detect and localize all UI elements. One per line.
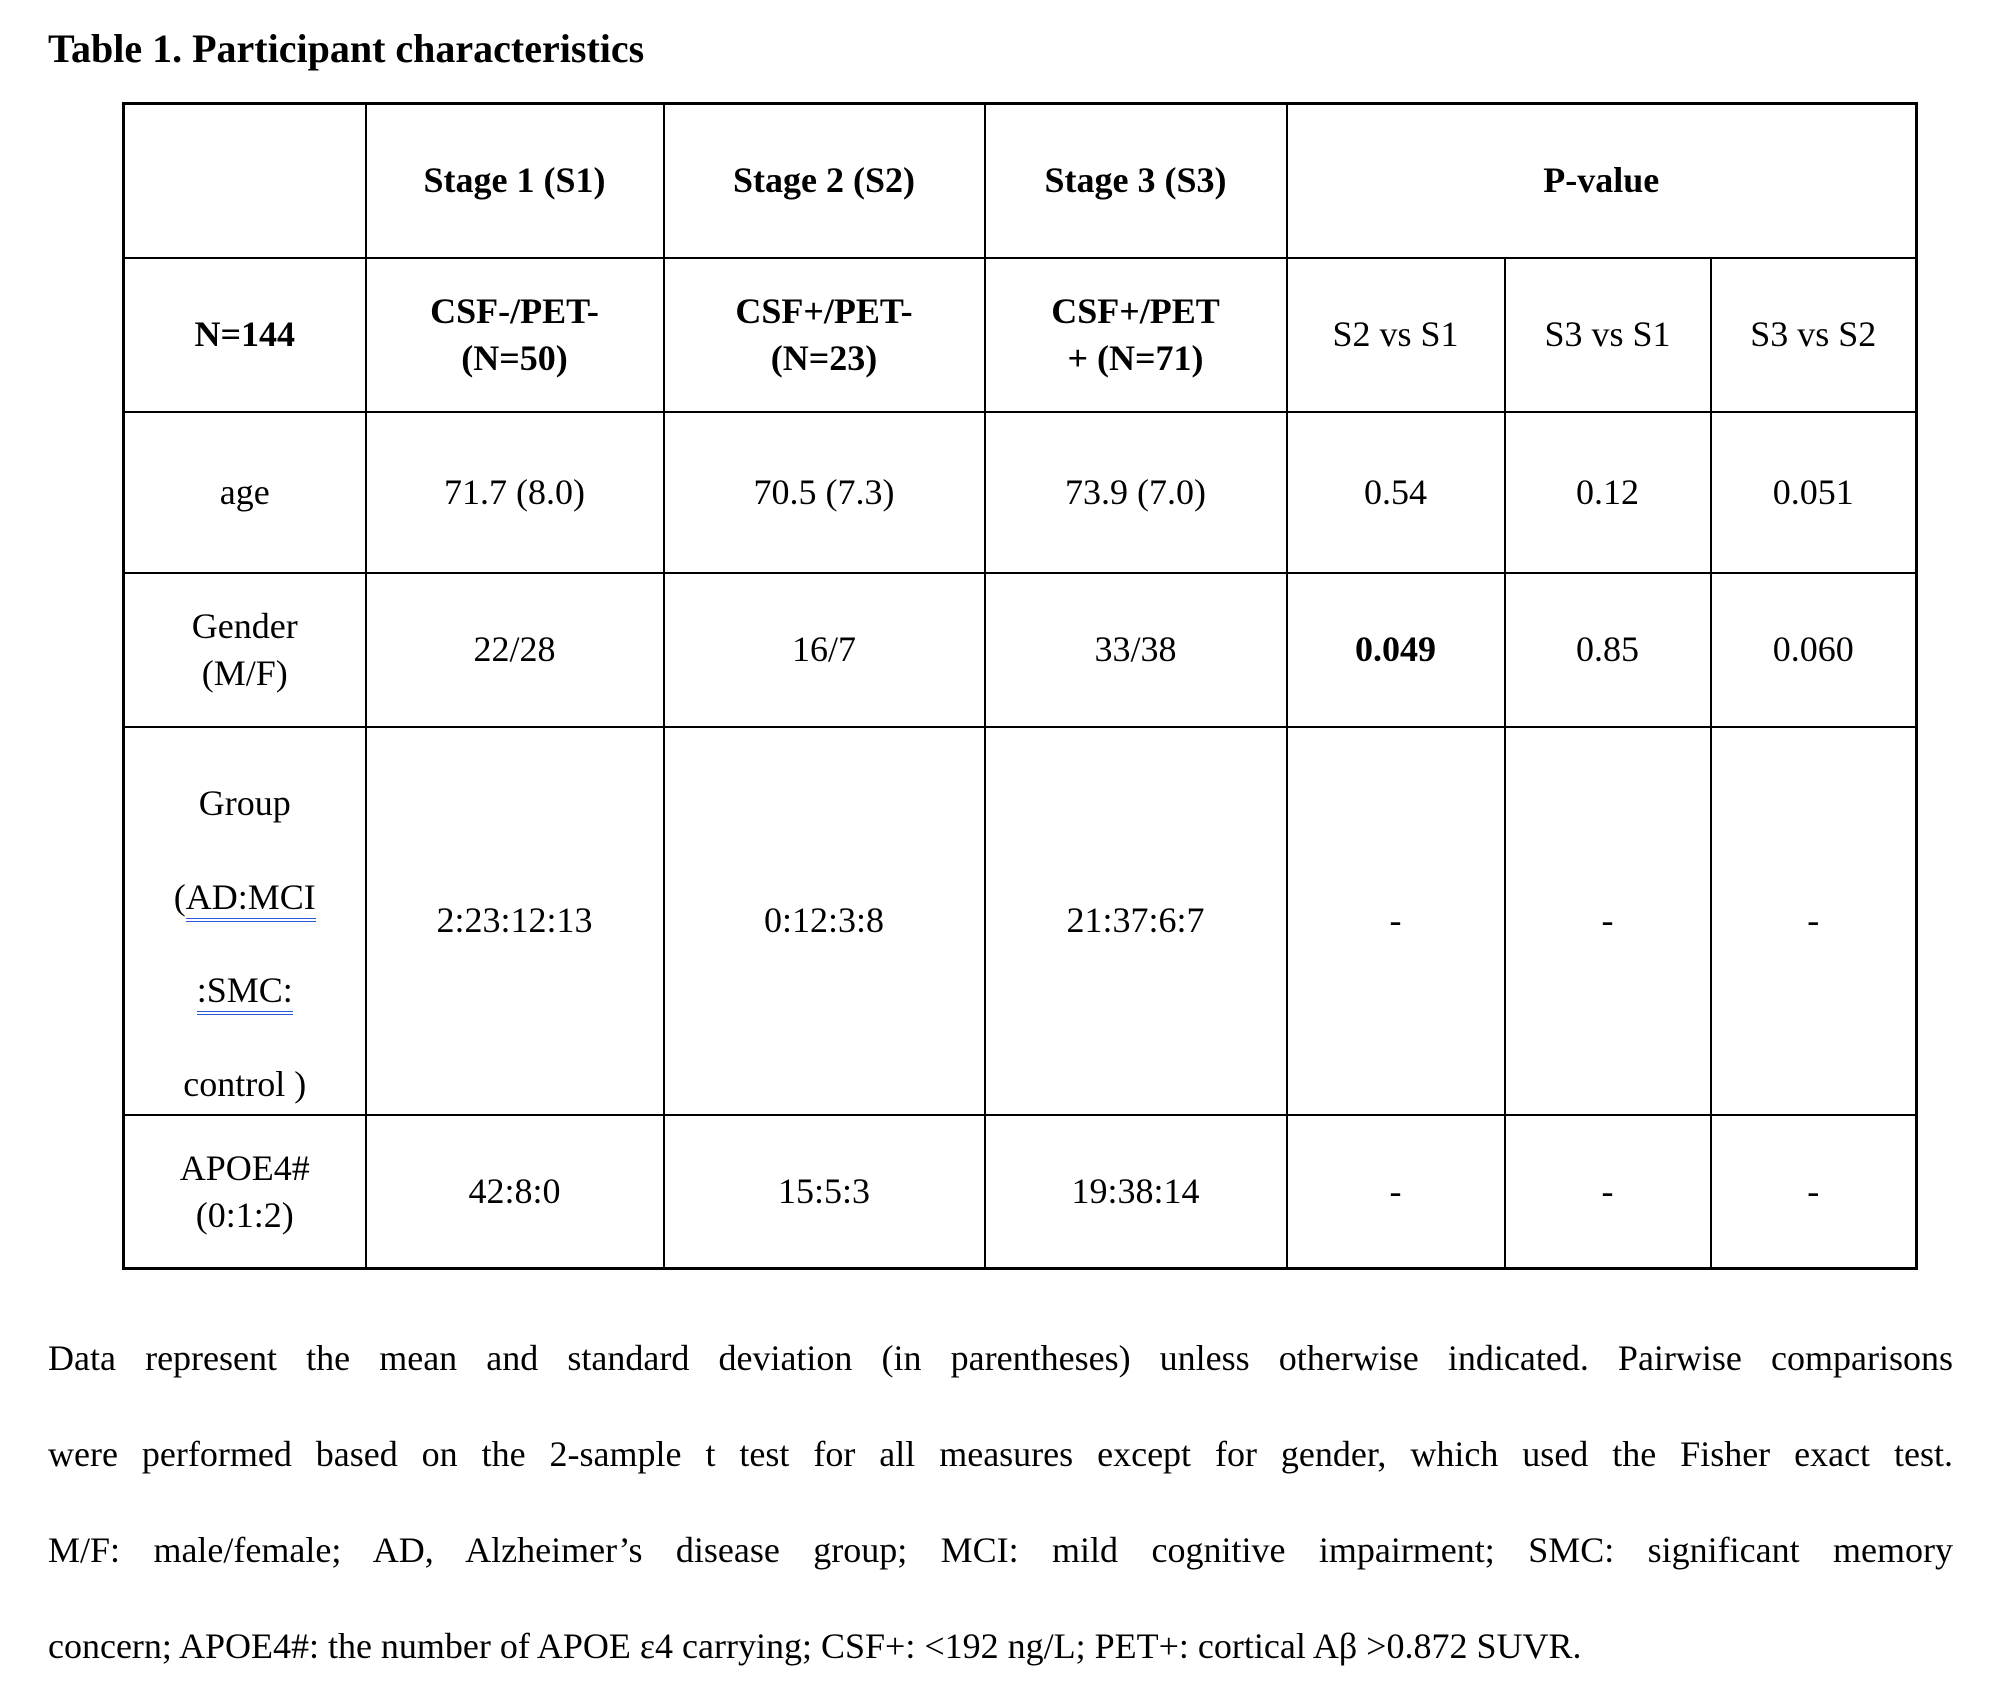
header-stage3: Stage 3 (S3) xyxy=(983,102,1288,259)
header-row-stages: Stage 1 (S1) Stage 2 (S2) Stage 3 (S3) P… xyxy=(122,102,1918,259)
subheader-csf-stage1: CSF-/PET- (N=50) xyxy=(364,256,665,413)
table-row-age: age 71.7 (8.0) 70.5 (7.3) 73.9 (7.0) 0.5… xyxy=(122,410,1918,574)
cell-apoe4-s3: 19:38:14 xyxy=(983,1113,1288,1270)
footnote-line-1: Data represent the mean and standard dev… xyxy=(48,1338,1953,1379)
cell-age-s3: 73.9 (7.0) xyxy=(983,410,1288,574)
participant-characteristics-table: Stage 1 (S1) Stage 2 (S2) Stage 3 (S3) P… xyxy=(122,102,1919,1271)
cell-age-p-s2s1: 0.54 xyxy=(1285,410,1506,574)
subheader-s2-vs-s1: S2 vs S1 xyxy=(1285,256,1506,413)
cell-apoe4-p-s3s1: - xyxy=(1503,1113,1712,1270)
cell-age-p-s3s2: 0.051 xyxy=(1709,410,1918,574)
table-row-group: Group (AD:MCI :SMC: control ) 2:23:12:13… xyxy=(122,725,1918,1116)
header-pvalue: P-value xyxy=(1285,102,1918,259)
header-stage2: Stage 2 (S2) xyxy=(662,102,986,259)
cell-group-s1: 2:23:12:13 xyxy=(364,725,665,1116)
cell-gender-s2: 16/7 xyxy=(662,571,986,728)
cell-gender-s3: 33/38 xyxy=(983,571,1288,728)
cell-age-s2: 70.5 (7.3) xyxy=(662,410,986,574)
group-label-open-paren: ( xyxy=(173,876,186,917)
group-label-control: control ) xyxy=(183,1064,307,1105)
table-row-apoe4: APOE4# (0:1:2) 42:8:0 15:5:3 19:38:14 - … xyxy=(122,1113,1918,1270)
header-stage1: Stage 1 (S1) xyxy=(364,102,665,259)
cell-age-s1: 71.7 (8.0) xyxy=(364,410,665,574)
cell-gender-p-s3s1: 0.85 xyxy=(1503,571,1712,728)
cell-group-s2: 0:12:3:8 xyxy=(662,725,986,1116)
corner-blank-cell xyxy=(122,102,367,259)
footnote-line-3: M/F: male/female; AD, Alzheimer’s diseas… xyxy=(48,1530,1953,1571)
group-label-smc-underlined: :SMC: xyxy=(196,970,293,1016)
subheader-csf-stage3: CSF+/PET + (N=71) xyxy=(983,256,1288,413)
row-label-gender: Gender (M/F) xyxy=(122,571,367,728)
footnote-line-2: were performed based on the 2-sample t t… xyxy=(48,1434,1953,1475)
table-footnote: Data represent the mean and standard dev… xyxy=(48,1310,1953,1694)
subheader-s3-vs-s1: S3 vs S1 xyxy=(1503,256,1712,413)
cell-apoe4-s2: 15:5:3 xyxy=(662,1113,986,1270)
cell-group-p-s3s2: - xyxy=(1709,725,1918,1116)
row-label-apoe4: APOE4# (0:1:2) xyxy=(122,1113,367,1270)
group-label-line1: Group xyxy=(198,783,291,824)
cell-apoe4-p-s3s2: - xyxy=(1709,1113,1918,1270)
cell-gender-s1: 22/28 xyxy=(364,571,665,728)
row-label-group: Group (AD:MCI :SMC: control ) xyxy=(122,725,367,1116)
table-row-gender: Gender (M/F) 22/28 16/7 33/38 0.049 0.85… xyxy=(122,571,1918,728)
header-row-subgroups: N=144 CSF-/PET- (N=50) CSF+/PET- (N=23) … xyxy=(122,256,1918,413)
cell-group-p-s2s1: - xyxy=(1285,725,1506,1116)
cell-apoe4-s1: 42:8:0 xyxy=(364,1113,665,1270)
subheader-s3-vs-s2: S3 vs S2 xyxy=(1709,256,1918,413)
footnote-line-4: concern; APOE4#: the number of APOE ε4 c… xyxy=(48,1626,1582,1667)
cell-group-s3: 21:37:6:7 xyxy=(983,725,1288,1116)
cell-apoe4-p-s2s1: - xyxy=(1285,1113,1506,1270)
row-label-age: age xyxy=(122,410,367,574)
table-title: Table 1. Participant characteristics xyxy=(48,26,645,71)
cell-gender-p-s3s2: 0.060 xyxy=(1709,571,1918,728)
subheader-csf-stage2: CSF+/PET- (N=23) xyxy=(662,256,986,413)
cell-group-p-s3s1: - xyxy=(1503,725,1712,1116)
group-label-ad-mci-underlined: AD:MCI xyxy=(185,876,316,922)
subheader-n-total: N=144 xyxy=(122,256,367,413)
cell-age-p-s3s1: 0.12 xyxy=(1503,410,1712,574)
cell-gender-p-s2s1: 0.049 xyxy=(1285,571,1506,728)
